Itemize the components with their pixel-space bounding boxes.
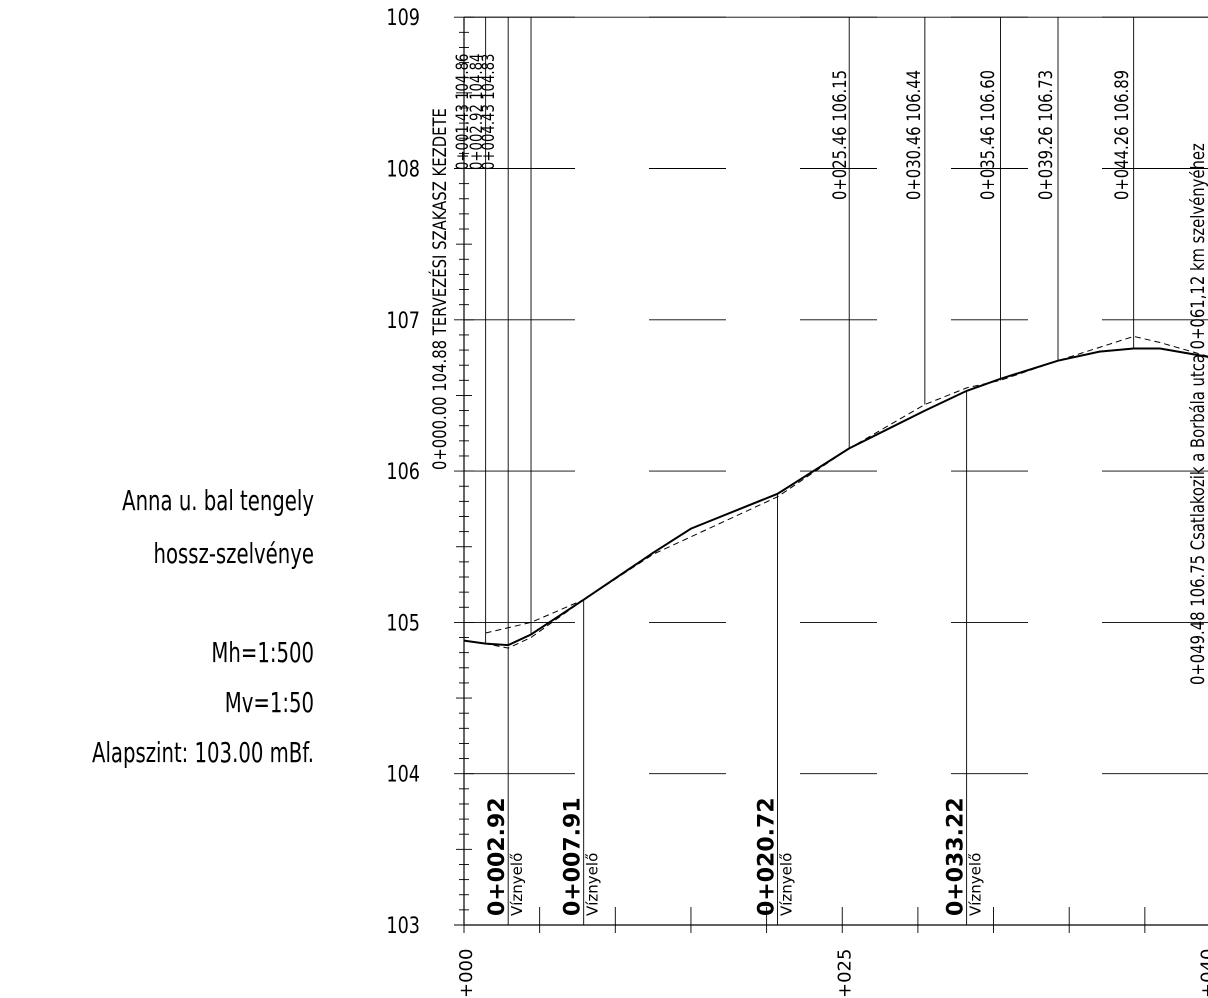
station-elevation-label: 0+001.43 104.86	[452, 54, 472, 170]
connection-label: 0+049.48 106.75 Csatlakozik a Borbála ut…	[1187, 143, 1208, 685]
station-elevation-label: 0+035.46 106.60	[977, 70, 999, 200]
y-tick-label: 104	[386, 762, 420, 787]
station-elevation-label: 0+002.92 104.84	[466, 54, 486, 170]
existing-profile-line	[463, 335, 1208, 649]
y-tick-label: 103	[386, 913, 420, 938]
y-tick-label: 106	[386, 459, 420, 484]
inlet-station-label: 0+002.92	[485, 797, 510, 916]
inlet-type-label: Víznyelő	[584, 853, 602, 916]
inlet-type-label: Víznyelő	[777, 853, 795, 916]
x-tick-label: +025	[834, 949, 855, 998]
inlet-station-label: 0+033.22	[944, 797, 969, 916]
scale-vertical: Mv=1:50	[225, 687, 314, 719]
title-line-1: Anna u. bal tengely	[122, 485, 314, 517]
grid	[464, 16, 1208, 775]
y-tick-label: 107	[386, 308, 420, 333]
y-tick-label: 108	[386, 157, 420, 182]
station-lines	[463, 17, 1135, 925]
inlet-station-label: 0+020.72	[754, 797, 779, 916]
station-elevation-label: 0+025.46 106.15	[829, 70, 851, 200]
y-tick-label: 109	[386, 5, 420, 30]
title-line-2: hossz-szelvénye	[154, 538, 314, 570]
x-tick-label: +000	[456, 949, 477, 998]
datum-level: Alapszint: 103.00 mBf.	[92, 737, 314, 769]
scale-horizontal: Mh=1:500	[211, 637, 314, 669]
design-profile-line	[463, 347, 1208, 647]
section-start-label: 0+000.00 104.88 TERVEZÉSI SZAKASZ KEZDET…	[427, 108, 452, 470]
inlet-type-label: Víznyelő	[508, 853, 526, 916]
station-elevation-label: 0+044.26 106.89	[1111, 70, 1133, 200]
station-elevation-label: 0+004.43 104.83	[478, 54, 498, 170]
x-tick-label: +040	[1197, 949, 1208, 998]
inlet-type-label: Víznyelő	[967, 853, 985, 916]
profile-lines	[463, 335, 1208, 649]
station-elevation-label: 0+039.26 106.73	[1035, 70, 1057, 200]
station-elevation-label: 0+030.46 106.44	[903, 70, 925, 200]
title-block: Anna u. bal tengely hossz-szelvénye Mh=1…	[92, 485, 314, 769]
y-tick-label: 105	[386, 611, 420, 636]
labels: 0+000.00 104.88 TERVEZÉSI SZAKASZ KEZDET…	[427, 54, 1208, 916]
existing-profile-line	[485, 599, 584, 634]
inlet-station-label: 0+007.91	[561, 797, 586, 916]
